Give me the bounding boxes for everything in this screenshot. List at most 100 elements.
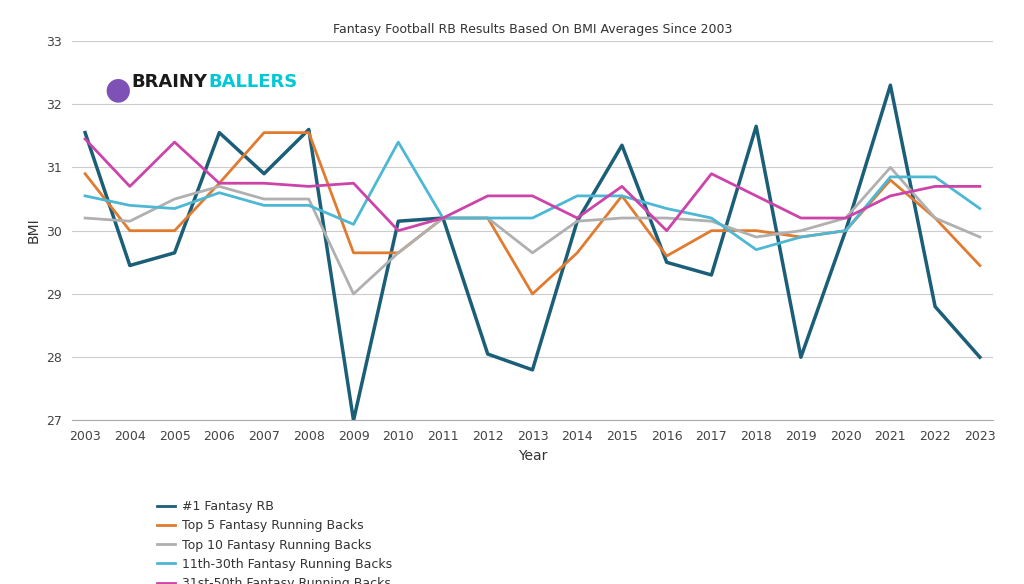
#1 Fantasy RB xyxy=(571,218,584,225)
31st-50th Fantasy Running Backs xyxy=(929,183,941,190)
31st-50th Fantasy Running Backs xyxy=(168,138,180,145)
Top 5 Fantasy Running Backs xyxy=(571,249,584,256)
11th-30th Fantasy Running Backs xyxy=(840,227,852,234)
Top 5 Fantasy Running Backs xyxy=(124,227,136,234)
31st-50th Fantasy Running Backs xyxy=(124,183,136,190)
31st-50th Fantasy Running Backs xyxy=(615,183,628,190)
Top 10 Fantasy Running Backs xyxy=(660,214,673,221)
Top 10 Fantasy Running Backs xyxy=(481,214,494,221)
31st-50th Fantasy Running Backs xyxy=(795,214,807,221)
11th-30th Fantasy Running Backs xyxy=(615,192,628,199)
11th-30th Fantasy Running Backs xyxy=(885,173,897,180)
Top 10 Fantasy Running Backs xyxy=(213,183,225,190)
Top 10 Fantasy Running Backs xyxy=(392,249,404,256)
Top 5 Fantasy Running Backs xyxy=(481,214,494,221)
31st-50th Fantasy Running Backs xyxy=(347,180,359,187)
Top 10 Fantasy Running Backs xyxy=(303,196,315,203)
Top 5 Fantasy Running Backs xyxy=(526,290,539,297)
Y-axis label: BMI: BMI xyxy=(27,218,41,244)
Top 10 Fantasy Running Backs xyxy=(437,214,450,221)
31st-50th Fantasy Running Backs xyxy=(750,192,762,199)
Top 10 Fantasy Running Backs xyxy=(615,214,628,221)
#1 Fantasy RB xyxy=(392,218,404,225)
Top 10 Fantasy Running Backs xyxy=(347,290,359,297)
Top 10 Fantasy Running Backs xyxy=(929,214,941,221)
31st-50th Fantasy Running Backs xyxy=(79,135,91,142)
11th-30th Fantasy Running Backs xyxy=(706,214,718,221)
X-axis label: Year: Year xyxy=(518,449,547,463)
Top 10 Fantasy Running Backs xyxy=(885,164,897,171)
#1 Fantasy RB xyxy=(347,417,359,424)
#1 Fantasy RB xyxy=(974,354,986,361)
#1 Fantasy RB xyxy=(615,142,628,149)
Top 5 Fantasy Running Backs xyxy=(392,249,404,256)
#1 Fantasy RB xyxy=(213,129,225,136)
Top 10 Fantasy Running Backs xyxy=(750,234,762,241)
#1 Fantasy RB xyxy=(481,350,494,357)
11th-30th Fantasy Running Backs xyxy=(526,214,539,221)
31st-50th Fantasy Running Backs xyxy=(571,214,584,221)
Top 10 Fantasy Running Backs xyxy=(526,249,539,256)
#1 Fantasy RB xyxy=(258,171,270,178)
Text: BRAINY: BRAINY xyxy=(131,73,208,91)
Top 5 Fantasy Running Backs xyxy=(258,129,270,136)
11th-30th Fantasy Running Backs xyxy=(437,214,450,221)
Top 5 Fantasy Running Backs xyxy=(213,180,225,187)
Top 10 Fantasy Running Backs xyxy=(124,218,136,225)
Line: Top 5 Fantasy Running Backs: Top 5 Fantasy Running Backs xyxy=(85,133,980,294)
#1 Fantasy RB xyxy=(124,262,136,269)
11th-30th Fantasy Running Backs xyxy=(750,246,762,253)
Top 10 Fantasy Running Backs xyxy=(840,214,852,221)
Top 5 Fantasy Running Backs xyxy=(885,176,897,183)
11th-30th Fantasy Running Backs xyxy=(168,205,180,212)
Top 5 Fantasy Running Backs xyxy=(750,227,762,234)
Top 5 Fantasy Running Backs xyxy=(79,171,91,178)
Top 10 Fantasy Running Backs xyxy=(974,234,986,241)
Top 10 Fantasy Running Backs xyxy=(258,196,270,203)
Top 5 Fantasy Running Backs xyxy=(929,214,941,221)
#1 Fantasy RB xyxy=(526,366,539,373)
Text: ●: ● xyxy=(104,75,131,104)
#1 Fantasy RB xyxy=(437,214,450,221)
#1 Fantasy RB xyxy=(706,272,718,279)
#1 Fantasy RB xyxy=(885,82,897,89)
31st-50th Fantasy Running Backs xyxy=(392,227,404,234)
11th-30th Fantasy Running Backs xyxy=(124,202,136,209)
31st-50th Fantasy Running Backs xyxy=(660,227,673,234)
Legend: #1 Fantasy RB, Top 5 Fantasy Running Backs, Top 10 Fantasy Running Backs, 11th-3: #1 Fantasy RB, Top 5 Fantasy Running Bac… xyxy=(152,495,396,584)
Line: 31st-50th Fantasy Running Backs: 31st-50th Fantasy Running Backs xyxy=(85,139,980,231)
11th-30th Fantasy Running Backs xyxy=(795,234,807,241)
Top 10 Fantasy Running Backs xyxy=(571,218,584,225)
11th-30th Fantasy Running Backs xyxy=(392,138,404,145)
Text: BALLERS: BALLERS xyxy=(208,73,297,91)
Top 5 Fantasy Running Backs xyxy=(706,227,718,234)
31st-50th Fantasy Running Backs xyxy=(303,183,315,190)
Top 5 Fantasy Running Backs xyxy=(974,262,986,269)
31st-50th Fantasy Running Backs xyxy=(885,192,897,199)
Line: 11th-30th Fantasy Running Backs: 11th-30th Fantasy Running Backs xyxy=(85,142,980,250)
11th-30th Fantasy Running Backs xyxy=(974,205,986,212)
11th-30th Fantasy Running Backs xyxy=(79,192,91,199)
31st-50th Fantasy Running Backs xyxy=(706,171,718,178)
#1 Fantasy RB xyxy=(795,354,807,361)
#1 Fantasy RB xyxy=(840,227,852,234)
11th-30th Fantasy Running Backs xyxy=(571,192,584,199)
31st-50th Fantasy Running Backs xyxy=(481,192,494,199)
Top 5 Fantasy Running Backs xyxy=(347,249,359,256)
#1 Fantasy RB xyxy=(168,249,180,256)
11th-30th Fantasy Running Backs xyxy=(929,173,941,180)
Top 5 Fantasy Running Backs xyxy=(168,227,180,234)
31st-50th Fantasy Running Backs xyxy=(840,214,852,221)
11th-30th Fantasy Running Backs xyxy=(303,202,315,209)
#1 Fantasy RB xyxy=(79,129,91,136)
Top 5 Fantasy Running Backs xyxy=(615,192,628,199)
#1 Fantasy RB xyxy=(750,123,762,130)
11th-30th Fantasy Running Backs xyxy=(347,221,359,228)
Top 5 Fantasy Running Backs xyxy=(437,214,450,221)
11th-30th Fantasy Running Backs xyxy=(213,189,225,196)
#1 Fantasy RB xyxy=(929,303,941,310)
11th-30th Fantasy Running Backs xyxy=(660,205,673,212)
Top 10 Fantasy Running Backs xyxy=(168,196,180,203)
Top 10 Fantasy Running Backs xyxy=(79,214,91,221)
11th-30th Fantasy Running Backs xyxy=(481,214,494,221)
